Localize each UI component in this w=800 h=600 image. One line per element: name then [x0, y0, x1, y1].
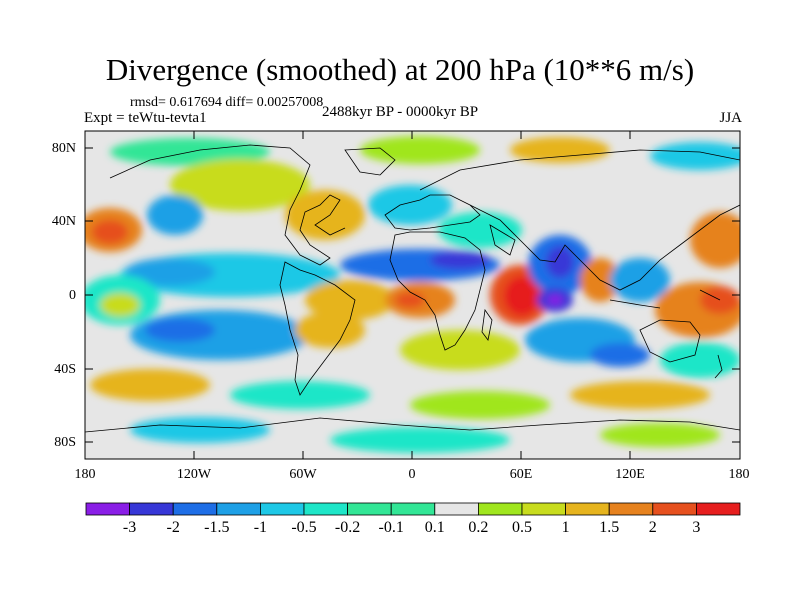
lon-label-60e: 60E — [509, 467, 533, 482]
lon-label-180e: 180 — [728, 467, 750, 482]
lon-label-180w: 180 — [74, 467, 96, 482]
colorbar-box — [521, 502, 566, 516]
colorbar-label: -2 — [166, 519, 180, 536]
colorbar-label: -0.5 — [291, 519, 317, 536]
lat-label-eq: 0 — [69, 288, 76, 303]
colorbar-box — [303, 502, 348, 516]
lon-label-0: 0 — [408, 467, 416, 482]
colorbar-label: -1.5 — [204, 519, 230, 536]
lat-label-80s: 80S — [54, 435, 76, 450]
rmsd-diff-stats: rmsd= 0.617694 diff= 0.00257008 — [130, 95, 324, 110]
colorbar-label: 0.5 — [512, 519, 532, 536]
colorbar-label: 0.2 — [468, 519, 489, 536]
lat-label-80n: 80N — [51, 141, 76, 156]
colorbar-box — [696, 502, 741, 516]
lat-label-40s: 40S — [54, 362, 76, 377]
colorbar-label: -0.2 — [334, 519, 361, 536]
axis-ticks — [85, 131, 740, 459]
colorbar-box — [565, 502, 610, 516]
colorbar-box — [347, 502, 392, 516]
colorbar-label: 1 — [561, 519, 570, 536]
period-label: 2488kyr BP - 0000kyr BP — [322, 104, 479, 120]
colorbar-box — [477, 502, 523, 516]
colorbar-box — [259, 502, 305, 516]
coastlines — [85, 144, 740, 433]
lat-label-40n: 40N — [51, 214, 76, 229]
colorbar-label: -0.1 — [378, 519, 404, 536]
lon-label-120e: 120E — [615, 467, 645, 482]
colorbar-label: 2 — [648, 519, 657, 536]
lon-label-120w: 120W — [176, 467, 212, 482]
colorbar-box — [652, 502, 697, 516]
colorbar-label: 3 — [692, 519, 701, 536]
lon-label-60w: 60W — [289, 467, 317, 482]
colorbar-box — [85, 502, 130, 516]
experiment-label: Expt = teWtu-tevta1 — [84, 110, 207, 126]
season-label: JJA — [719, 110, 742, 126]
colorbar-label: 0.1 — [424, 519, 445, 536]
colorbar-label: -1 — [253, 519, 268, 536]
colorbar-box — [390, 502, 436, 516]
colorbar — [85, 502, 741, 516]
colorbar-box — [216, 502, 261, 516]
colorbar-box — [434, 502, 479, 516]
divergence-field — [85, 136, 740, 453]
plot-title: Divergence (smoothed) at 200 hPa (10**6 … — [105, 52, 695, 87]
colorbar-label: -3 — [122, 519, 137, 536]
colorbar-box — [129, 502, 174, 516]
colorbar-label: 1.5 — [599, 519, 620, 536]
colorbar-box — [608, 502, 654, 516]
colorbar-box — [172, 502, 218, 516]
